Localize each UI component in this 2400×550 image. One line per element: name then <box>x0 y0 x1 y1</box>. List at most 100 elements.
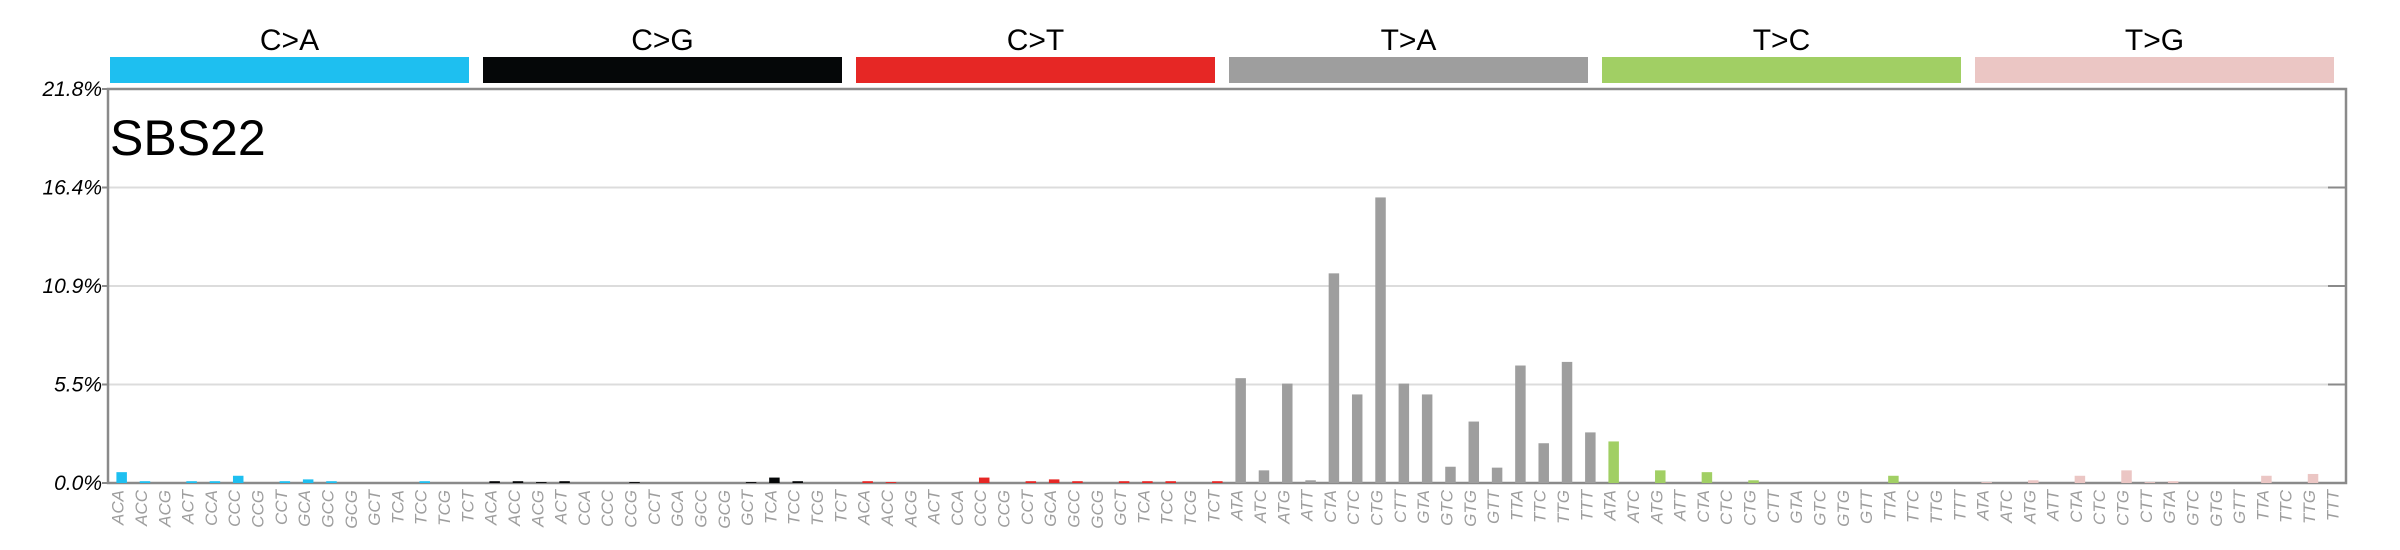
bar <box>1445 466 1456 483</box>
x-tick-label: GCT <box>738 488 757 526</box>
x-tick-label: CTC <box>2090 489 2109 525</box>
x-tick-label: CCA <box>202 490 221 526</box>
x-tick-label: ACT <box>179 488 198 525</box>
x-tick-label: ACC <box>878 489 897 527</box>
x-tick-label: ATG <box>1274 490 1293 525</box>
x-tick-label: GCG <box>342 490 361 529</box>
x-tick-label: ATT <box>1671 488 1690 521</box>
x-tick-label: ATA <box>1974 490 1993 522</box>
band-t-to-g <box>1975 57 2334 83</box>
bar <box>1748 480 1759 483</box>
x-tick-label: ACG <box>528 490 547 528</box>
x-tick-label: TTG <box>1927 490 1946 524</box>
x-tick-label: ACA <box>482 490 501 526</box>
x-tick-label: CCA <box>948 490 967 526</box>
x-tick-label: TTC <box>2277 489 2296 523</box>
x-tick-label: GTA <box>1414 490 1433 524</box>
x-tick-label: GTC <box>1437 489 1456 526</box>
x-tick-label: ATT <box>1298 488 1317 521</box>
x-tick-label: TCA <box>388 490 407 524</box>
x-tick-label: CTT <box>1764 488 1783 523</box>
y-tick-label: 5.5% <box>54 374 102 397</box>
band-c-to-a <box>110 57 469 83</box>
bar <box>419 481 430 483</box>
bars <box>116 197 2319 483</box>
bar <box>489 481 500 483</box>
x-tick-label: CTC <box>1717 489 1736 525</box>
x-tick-label: CTG <box>1368 490 1387 526</box>
x-tick-label: ACT <box>552 488 571 525</box>
x-tick-label: GTT <box>1857 488 1876 524</box>
bar <box>139 481 151 483</box>
bar <box>1142 481 1153 483</box>
x-tick-label: CCT <box>1018 488 1037 525</box>
x-tick-label: CCG <box>995 490 1014 528</box>
bar <box>116 472 127 483</box>
x-tick-label: GTG <box>2207 490 2226 527</box>
band-c-to-t <box>856 57 1215 83</box>
x-tick-label: CTT <box>1391 488 1410 523</box>
x-tick-label: CTT <box>2137 488 2156 523</box>
y-tick-label: 0.0% <box>54 472 102 495</box>
y-axis-ticks: 0.0% 5.5% 10.9% 16.4% 21.8% <box>41 78 2346 495</box>
x-tick-label: CCC <box>971 489 990 527</box>
bar <box>1538 443 1549 483</box>
x-tick-label: GCT <box>365 488 384 526</box>
x-tick-label: CCT <box>272 488 291 525</box>
bar <box>885 482 897 483</box>
x-tick-label: TTA <box>1507 490 1526 521</box>
x-tick-label: GCC <box>318 489 337 528</box>
x-tick-label: ATG <box>2020 490 2039 525</box>
bar <box>1608 441 1619 483</box>
x-tick-label: ACT <box>925 488 944 525</box>
x-tick-label: ACC <box>132 489 151 527</box>
bar <box>1235 378 1246 483</box>
bar <box>745 482 757 483</box>
x-tick-label: TTG <box>1554 490 1573 524</box>
bar <box>2261 475 2272 483</box>
mutation-type-bands: C>A C>G C>T T>A T>C T>G <box>110 24 2334 83</box>
x-tick-label: ACC <box>505 489 524 527</box>
y-tick-label: 16.4% <box>42 177 102 200</box>
bar <box>2167 481 2179 483</box>
bar <box>1398 383 1410 483</box>
x-tick-label: CTC <box>1344 489 1363 525</box>
x-tick-label: ATC <box>1624 489 1643 523</box>
bar <box>792 481 803 483</box>
y-tick-label: 10.9% <box>42 275 102 298</box>
bar <box>1305 480 1316 483</box>
bar <box>629 482 640 483</box>
bar <box>1118 481 1130 483</box>
bar <box>232 475 244 483</box>
bar <box>2121 470 2132 483</box>
x-tick-label: TCT <box>458 488 477 523</box>
x-tick-label: TCA <box>761 490 780 524</box>
x-tick-label: TTA <box>1880 490 1899 521</box>
bar <box>512 481 524 483</box>
x-tick-label: TCT <box>1204 488 1223 523</box>
bar <box>326 481 337 483</box>
x-tick-label: GCA <box>295 490 314 527</box>
bar <box>2074 475 2086 483</box>
x-tick-label: GTT <box>2230 488 2249 524</box>
bar <box>536 482 547 483</box>
band-label-c-to-g: C>G <box>631 24 694 57</box>
x-tick-label: ATA <box>1601 490 1620 522</box>
x-tick-label: ATA <box>1228 490 1247 522</box>
band-label-t-to-c: T>C <box>1753 24 1811 57</box>
x-tick-label: GCT <box>1111 488 1130 526</box>
bar <box>1282 383 1293 483</box>
bar <box>1701 472 1713 483</box>
x-tick-label: ACA <box>109 490 128 526</box>
x-tick-label: TCC <box>785 489 804 525</box>
bar <box>2307 473 2319 483</box>
x-tick-label: TCT <box>831 488 850 523</box>
x-tick-label: TCG <box>435 490 454 526</box>
bar <box>1585 432 1596 483</box>
x-tick-label: GCA <box>668 490 687 527</box>
bar <box>978 477 990 483</box>
bar <box>1328 273 1340 483</box>
bar <box>1491 467 1503 483</box>
bar <box>279 481 291 483</box>
